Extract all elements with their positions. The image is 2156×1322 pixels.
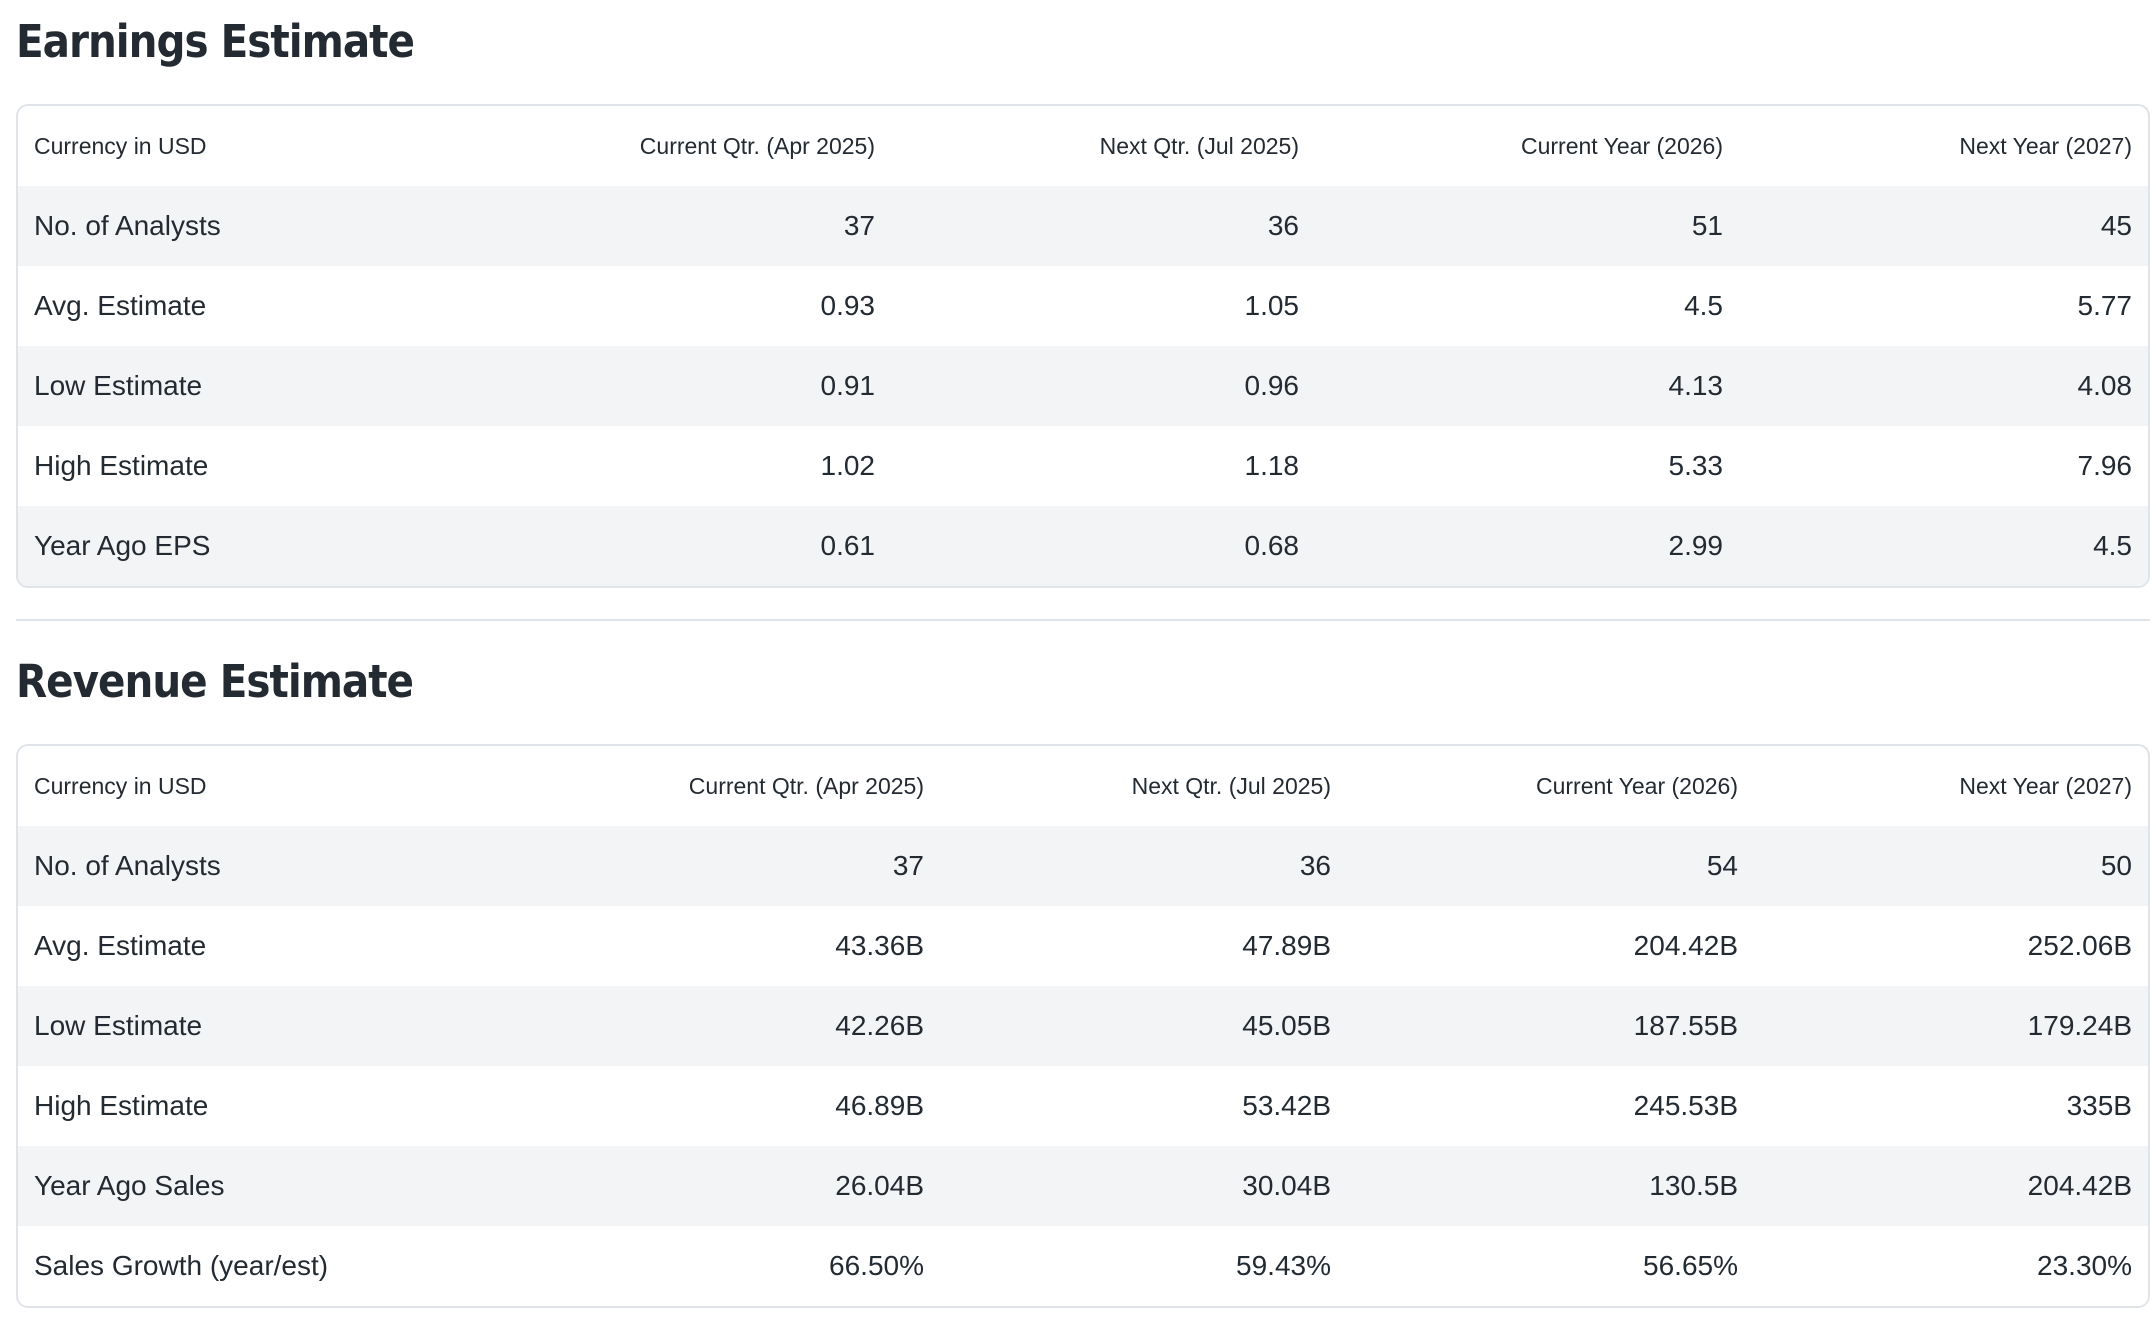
column-header: Next Qtr. (Jul 2025) (1099, 132, 1299, 159)
table-cell: 4.5 (1684, 290, 1723, 321)
table-row: Year Ago EPS 0.61 0.68 2.99 4.5 (18, 506, 2148, 586)
table-cell: 37 (892, 850, 924, 881)
earnings-estimate-table-container: Currency in USD Current Qtr. (Apr 2025) … (16, 104, 2150, 588)
table-cell: 2.99 (1668, 530, 1724, 561)
table-cell: 53.42B (1242, 1090, 1331, 1121)
table-cell: 187.55B (1633, 1010, 1738, 1041)
table-cell: 37 (843, 210, 875, 241)
revenue-estimate-table-container: Currency in USD Current Qtr. (Apr 2025) … (16, 744, 2150, 1308)
table-cell: 4.13 (1668, 370, 1724, 401)
table-header-row: Currency in USD Current Qtr. (Apr 2025) … (18, 746, 2148, 826)
table-cell: 42.26B (835, 1010, 924, 1041)
table-cell: 179.24B (2027, 1010, 2132, 1041)
table-cell: 335B (2066, 1090, 2132, 1121)
table-cell: 5.33 (1668, 450, 1724, 481)
table-cell: 7.96 (2077, 450, 2133, 481)
table-cell: 26.04B (835, 1170, 924, 1201)
table-cell: 43.36B (835, 930, 924, 961)
row-label: No. of Analysts (34, 210, 221, 241)
table-cell: 56.65% (1643, 1250, 1738, 1281)
column-header: Current Qtr. (Apr 2025) (639, 132, 875, 159)
revenue-estimate-title: Revenue Estimate (16, 655, 414, 708)
table-cell: 47.89B (1242, 930, 1331, 961)
table-cell: 59.43% (1236, 1250, 1331, 1281)
table-cell: 245.53B (1633, 1090, 1738, 1121)
table-cell: 0.93 (820, 290, 876, 321)
table-cell: 0.91 (820, 370, 876, 401)
table-cell: 0.96 (1244, 370, 1300, 401)
table-row: Year Ago Sales 26.04B 30.04B 130.5B 204.… (18, 1146, 2148, 1226)
table-cell: 204.42B (2027, 1170, 2132, 1201)
row-label: Avg. Estimate (34, 290, 207, 321)
table-cell: 1.18 (1244, 450, 1300, 481)
revenue-estimate-section: Revenue Estimate Currency in USD Current… (16, 640, 2150, 1308)
revenue-estimate-table: Currency in USD Current Qtr. (Apr 2025) … (18, 746, 2148, 1306)
table-row: Avg. Estimate 0.93 1.05 4.5 5.77 (18, 266, 2148, 346)
table-cell: 45 (2100, 210, 2132, 241)
table-cell: 4.5 (2093, 530, 2132, 561)
row-label: Sales Growth (year/est) (34, 1250, 329, 1281)
table-cell: 66.50% (829, 1250, 924, 1281)
table-cell: 36 (1299, 850, 1331, 881)
table-cell: 46.89B (835, 1090, 924, 1121)
column-header: Next Year (2027) (1959, 772, 2132, 799)
table-cell: 0.61 (820, 530, 876, 561)
table-cell: 23.30% (2037, 1250, 2132, 1281)
row-label: Year Ago EPS (34, 530, 211, 561)
row-label: Year Ago Sales (34, 1170, 225, 1201)
table-cell: 252.06B (2027, 930, 2132, 961)
earnings-estimate-table: Currency in USD Current Qtr. (Apr 2025) … (18, 106, 2148, 586)
table-cell: 204.42B (1633, 930, 1738, 961)
table-row: High Estimate 46.89B 53.42B 245.53B 335B (18, 1066, 2148, 1146)
row-label: High Estimate (34, 1090, 209, 1121)
column-header: Currency in USD (34, 772, 207, 799)
table-row: No. of Analysts 37 36 51 45 (18, 186, 2148, 266)
table-row: Avg. Estimate 43.36B 47.89B 204.42B 252.… (18, 906, 2148, 986)
table-row: Low Estimate 0.91 0.96 4.13 4.08 (18, 346, 2148, 426)
table-cell: 0.68 (1244, 530, 1300, 561)
row-label: Avg. Estimate (34, 930, 207, 961)
table-cell: 30.04B (1242, 1170, 1331, 1201)
earnings-estimate-section: Earnings Estimate Currency in USD Curren… (16, 0, 2150, 588)
table-cell: 4.08 (2077, 370, 2133, 401)
table-cell: 51 (1691, 210, 1723, 241)
table-row: High Estimate 1.02 1.18 5.33 7.96 (18, 426, 2148, 506)
column-header: Next Qtr. (Jul 2025) (1131, 772, 1331, 799)
table-cell: 45.05B (1242, 1010, 1331, 1041)
row-label: No. of Analysts (34, 850, 221, 881)
table-row: No. of Analysts 37 36 54 50 (18, 826, 2148, 906)
table-header-row: Currency in USD Current Qtr. (Apr 2025) … (18, 106, 2148, 186)
column-header: Current Year (2026) (1535, 772, 1738, 799)
row-label: High Estimate (34, 450, 209, 481)
table-cell: 54 (1706, 850, 1738, 881)
row-label: Low Estimate (34, 370, 203, 401)
column-header: Current Qtr. (Apr 2025) (688, 772, 924, 799)
table-row: Low Estimate 42.26B 45.05B 187.55B 179.2… (18, 986, 2148, 1066)
column-header: Current Year (2026) (1520, 132, 1723, 159)
table-cell: 36 (1267, 210, 1299, 241)
table-row: Sales Growth (year/est) 66.50% 59.43% 56… (18, 1226, 2148, 1306)
column-header: Currency in USD (34, 132, 207, 159)
section-divider (16, 619, 2150, 621)
table-cell: 5.77 (2077, 290, 2133, 321)
column-header: Next Year (2027) (1959, 132, 2132, 159)
table-cell: 130.5B (1649, 1170, 1738, 1201)
row-label: Low Estimate (34, 1010, 203, 1041)
table-cell: 1.05 (1244, 290, 1300, 321)
table-cell: 1.02 (820, 450, 876, 481)
earnings-estimate-title: Earnings Estimate (16, 15, 415, 68)
table-cell: 50 (2100, 850, 2132, 881)
